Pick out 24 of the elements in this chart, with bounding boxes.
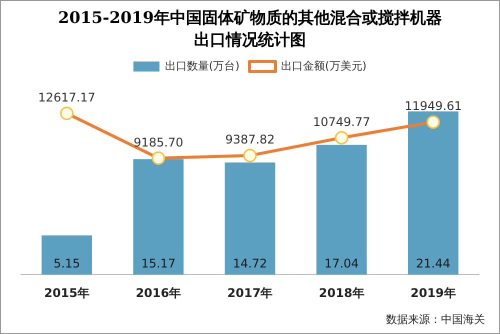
data-label: 12617.17: [38, 90, 96, 104]
data-label: 11949.61: [404, 99, 462, 114]
legend-label: 出口金额(万美元): [281, 59, 367, 72]
data-label: 9185.70: [134, 135, 184, 150]
chart-title: 2015-2019年中国固体矿物质的其他混合或搅拌机器出口情况统计图: [57, 7, 443, 51]
data-label: 15.17: [141, 256, 176, 271]
x-tick-label: 2019年: [410, 286, 456, 300]
data-label: 17.04: [324, 256, 359, 271]
bar: [133, 159, 184, 275]
legend-label: 出口数量(万台): [164, 59, 240, 72]
data-label: 21.44: [416, 256, 450, 271]
x-tick-label: 2016年: [136, 286, 182, 300]
data-label: 14.72: [232, 256, 268, 271]
data-label: 9387.82: [225, 132, 275, 147]
bar: [316, 144, 367, 275]
data-label: 5.15: [53, 256, 80, 271]
bar: [408, 111, 458, 275]
x-tick-label: 2018年: [318, 286, 364, 300]
source-note: 数据来源：中国海关: [386, 312, 485, 327]
bar: [224, 162, 276, 275]
bar: [42, 235, 92, 275]
x-tick-label: 2017年: [227, 286, 273, 300]
x-tick-label: 2015年: [44, 286, 90, 300]
data-label: 10749.77: [312, 114, 370, 129]
